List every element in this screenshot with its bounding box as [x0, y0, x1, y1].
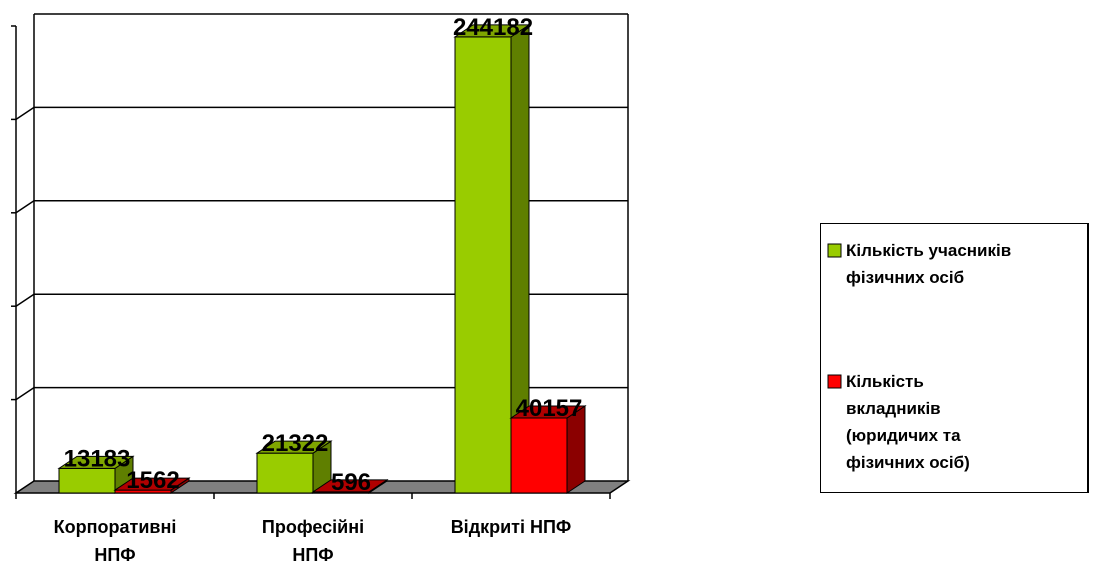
gridline-side — [15, 200, 35, 214]
x-tick-label: Професійні — [262, 517, 364, 537]
legend-label: Кількість — [846, 372, 924, 391]
legend-label: фізичних осіб — [846, 268, 964, 287]
bar-top — [453, 24, 531, 38]
legend-label: Кількість учасників — [846, 241, 1011, 260]
gridline-side — [15, 386, 35, 401]
data-label: 40157 — [516, 395, 583, 422]
data-label: 596 — [331, 469, 371, 496]
chart-bars — [57, 23, 587, 494]
bar — [510, 417, 568, 494]
x-tick-label: НПФ — [292, 545, 333, 565]
x-tick-label: Відкриті НПФ — [451, 517, 572, 537]
data-label: 13183 — [64, 445, 131, 472]
data-label: 21322 — [262, 430, 329, 457]
x-tick-label: НПФ — [94, 545, 135, 565]
legend-frame — [820, 223, 1089, 493]
legend: Кількість учасників фізичних осіб Кількіст… — [820, 223, 1089, 493]
bar-top — [255, 440, 333, 454]
legend-label: вкладників — [846, 399, 941, 418]
bar-top — [311, 479, 389, 493]
bar — [454, 36, 512, 494]
x-axis-labels: Корпоративні НПФ Професійні НПФ Відкриті НПФ — [54, 517, 572, 565]
bar-top — [57, 455, 135, 469]
legend-items: Кількість учасників фізичних осіб Кількіст… — [827, 241, 1011, 472]
data-label: 1562 — [126, 467, 179, 494]
bar-top — [509, 405, 587, 419]
gridline-side — [15, 106, 35, 121]
gridline-side — [15, 293, 35, 307]
legend-swatch — [827, 243, 842, 258]
chart-gridlines — [11, 25, 628, 401]
bar-top — [113, 477, 191, 491]
data-label: 244182 — [453, 14, 533, 41]
legend-swatch — [827, 374, 842, 389]
bar — [58, 467, 116, 494]
chart-walls — [15, 13, 629, 493]
bar — [256, 452, 314, 494]
legend-label: (юридичих та — [846, 426, 961, 445]
legend-label: фізичних осіб) — [846, 453, 970, 472]
x-tick-label: Корпоративні — [54, 517, 177, 537]
